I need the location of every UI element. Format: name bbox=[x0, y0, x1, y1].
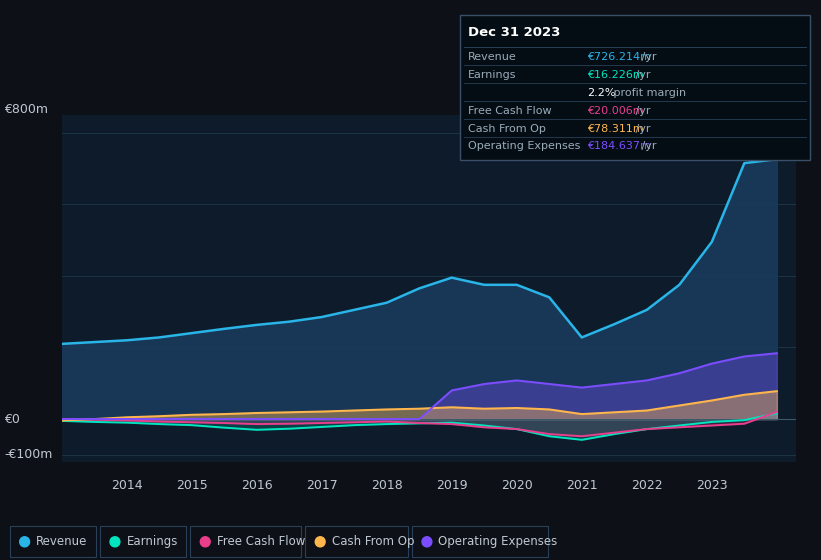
Text: 2014: 2014 bbox=[111, 479, 142, 492]
Text: /yr: /yr bbox=[632, 124, 650, 134]
Text: /yr: /yr bbox=[632, 106, 650, 116]
Text: €78.311m: €78.311m bbox=[587, 124, 644, 134]
Text: -€100m: -€100m bbox=[4, 449, 53, 461]
Text: profit margin: profit margin bbox=[609, 88, 686, 98]
Text: €800m: €800m bbox=[4, 103, 48, 116]
Text: /yr: /yr bbox=[637, 52, 656, 62]
Text: Dec 31 2023: Dec 31 2023 bbox=[468, 26, 561, 39]
Text: Cash From Op: Cash From Op bbox=[468, 124, 546, 134]
Text: Revenue: Revenue bbox=[36, 535, 88, 548]
Text: €726.214m: €726.214m bbox=[587, 52, 651, 62]
Text: Revenue: Revenue bbox=[468, 52, 517, 62]
Text: Free Cash Flow: Free Cash Flow bbox=[217, 535, 305, 548]
Text: 2021: 2021 bbox=[566, 479, 598, 492]
Text: 2016: 2016 bbox=[241, 479, 273, 492]
Text: 2.2%: 2.2% bbox=[587, 88, 616, 98]
Text: Free Cash Flow: Free Cash Flow bbox=[468, 106, 552, 116]
Text: Cash From Op: Cash From Op bbox=[332, 535, 414, 548]
Text: 2018: 2018 bbox=[371, 479, 402, 492]
Text: €20.006m: €20.006m bbox=[587, 106, 644, 116]
Text: Earnings: Earnings bbox=[468, 70, 516, 80]
Text: 2017: 2017 bbox=[305, 479, 337, 492]
Text: €0: €0 bbox=[4, 413, 20, 426]
Text: Earnings: Earnings bbox=[126, 535, 178, 548]
Text: €16.226m: €16.226m bbox=[587, 70, 644, 80]
Text: 2019: 2019 bbox=[436, 479, 467, 492]
Text: /yr: /yr bbox=[632, 70, 650, 80]
Text: 2022: 2022 bbox=[631, 479, 663, 492]
Text: 2015: 2015 bbox=[176, 479, 208, 492]
Text: 2023: 2023 bbox=[696, 479, 727, 492]
Text: /yr: /yr bbox=[637, 141, 656, 151]
Text: 2020: 2020 bbox=[501, 479, 533, 492]
Text: Operating Expenses: Operating Expenses bbox=[438, 535, 557, 548]
Text: €184.637m: €184.637m bbox=[587, 141, 651, 151]
Text: Operating Expenses: Operating Expenses bbox=[468, 141, 580, 151]
